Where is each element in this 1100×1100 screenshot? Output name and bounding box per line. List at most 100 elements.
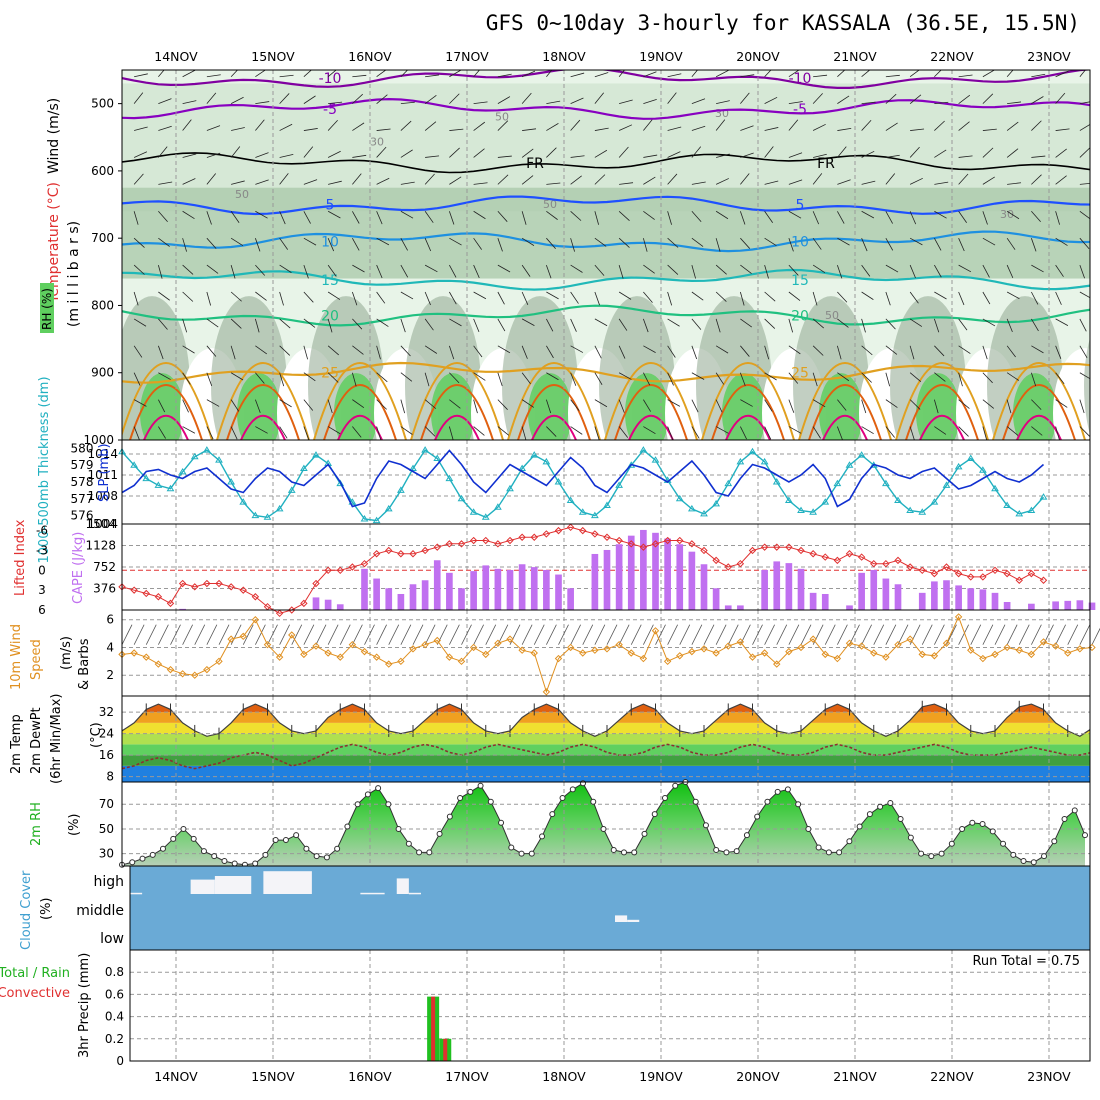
wind-barb	[303, 345, 309, 360]
cape-bar	[700, 564, 708, 610]
wind-barb	[279, 426, 288, 439]
wind-barb	[230, 399, 240, 412]
wind-barb	[400, 70, 409, 78]
wind10-barb	[594, 624, 606, 645]
wind-barb	[934, 70, 942, 78]
rh2m-tick-label: 30	[99, 847, 114, 861]
temp-color-band	[122, 733, 1090, 745]
wind-barb	[570, 372, 577, 386]
isotherm-label: -10	[789, 71, 812, 87]
lifted-index-point	[579, 526, 587, 535]
wind-barb	[231, 180, 245, 185]
wind-barb	[303, 399, 314, 411]
surface-isotherm-arch	[517, 384, 591, 440]
wind-barb	[255, 426, 268, 434]
wind-barb	[497, 155, 512, 158]
wind-barb	[934, 291, 947, 300]
wind10-point	[627, 649, 635, 657]
temp-axis-label: (6hr Min/Max)	[49, 694, 64, 784]
wind-barb	[764, 372, 777, 381]
wind-barb	[158, 291, 170, 301]
lifted-index-point	[421, 546, 429, 555]
thickness-point	[215, 456, 223, 463]
wind-barb	[909, 399, 921, 410]
rh2m-point	[702, 822, 709, 829]
rh2m-point	[979, 821, 986, 827]
wind-barb	[691, 237, 704, 247]
cape-bar	[931, 581, 938, 610]
rh2m-point	[354, 801, 361, 808]
wind10-point	[748, 653, 757, 661]
upper-ylabel-temp: Temperature (°C)	[46, 182, 62, 304]
rh2m-point	[887, 800, 894, 806]
wind10-tick-label: 2	[106, 668, 114, 682]
lifted-index-point	[506, 536, 514, 545]
wind-barb	[1031, 426, 1043, 436]
cloud-middle-box	[615, 915, 628, 922]
wind-barb	[909, 345, 915, 360]
wind10-barb	[618, 624, 630, 645]
rh2m-point	[672, 782, 679, 789]
lifted-index-point	[700, 546, 708, 555]
rh2m-point	[1000, 840, 1007, 847]
date-label-top: 19NOV	[639, 49, 683, 64]
wind10-barb	[364, 624, 375, 645]
rh2m-point	[651, 811, 658, 818]
wind-barb	[1006, 210, 1020, 220]
wind-barb	[836, 345, 842, 360]
wind-barb	[837, 128, 852, 131]
cape-bar	[324, 599, 332, 610]
precip-conv-bar	[431, 996, 436, 1061]
cloud-unit-group: (%)	[39, 898, 54, 921]
wind-barb	[716, 153, 730, 158]
lifted-index-point	[494, 540, 502, 548]
wind-barb	[182, 291, 194, 302]
wind-barb	[327, 345, 340, 356]
wind-barb	[837, 237, 850, 246]
wind-barb	[400, 181, 415, 185]
wind-barb	[546, 345, 554, 359]
rh-green-cell	[528, 373, 572, 440]
rh2m-point	[948, 840, 955, 847]
surface-isotherm-arch	[410, 362, 504, 440]
wind10-frame	[121, 609, 1091, 697]
cape-bar	[809, 592, 817, 610]
wind10-point	[979, 654, 987, 663]
wind-barb	[230, 345, 236, 360]
wind-barb	[352, 211, 360, 224]
wind-barb	[521, 426, 527, 440]
date-label-bottom: 14NOV	[154, 1069, 198, 1084]
rh2m-tick-label: 50	[99, 822, 114, 836]
cape-tick-label: 1128	[85, 539, 116, 553]
wind-barb	[594, 237, 607, 247]
rh2m-point	[938, 850, 945, 857]
wind-barb	[643, 399, 651, 412]
upper-ylabel-mb: (m i l l i b a r s)	[66, 221, 82, 327]
thickness-point	[784, 496, 793, 503]
wind-barb	[812, 372, 818, 387]
wind-barb	[546, 70, 553, 77]
wind-barb	[643, 210, 655, 220]
wind-barb	[740, 92, 750, 104]
rh2m-point	[221, 858, 228, 865]
wind-barb	[958, 121, 970, 131]
thickness-point	[409, 464, 417, 472]
thickness-point	[227, 478, 236, 485]
wind-barb	[910, 128, 925, 131]
wind-barb	[861, 264, 871, 277]
wind-barb	[1079, 291, 1090, 299]
lifted-index-point	[1027, 569, 1036, 578]
wind10-point	[154, 660, 163, 668]
wind-barb	[958, 173, 969, 185]
wind-barb	[570, 175, 582, 185]
wind-barb	[812, 211, 820, 225]
rh-green-cell	[237, 373, 281, 440]
isotherm-line	[122, 70, 1090, 89]
wind-barb	[691, 181, 706, 185]
rh2m-point	[344, 823, 351, 830]
isotherm-line	[122, 152, 1090, 174]
wind-barb	[788, 291, 801, 301]
wind-barb	[327, 264, 337, 277]
rh-contour-label: 50	[235, 188, 249, 201]
wind10-point	[203, 665, 211, 674]
